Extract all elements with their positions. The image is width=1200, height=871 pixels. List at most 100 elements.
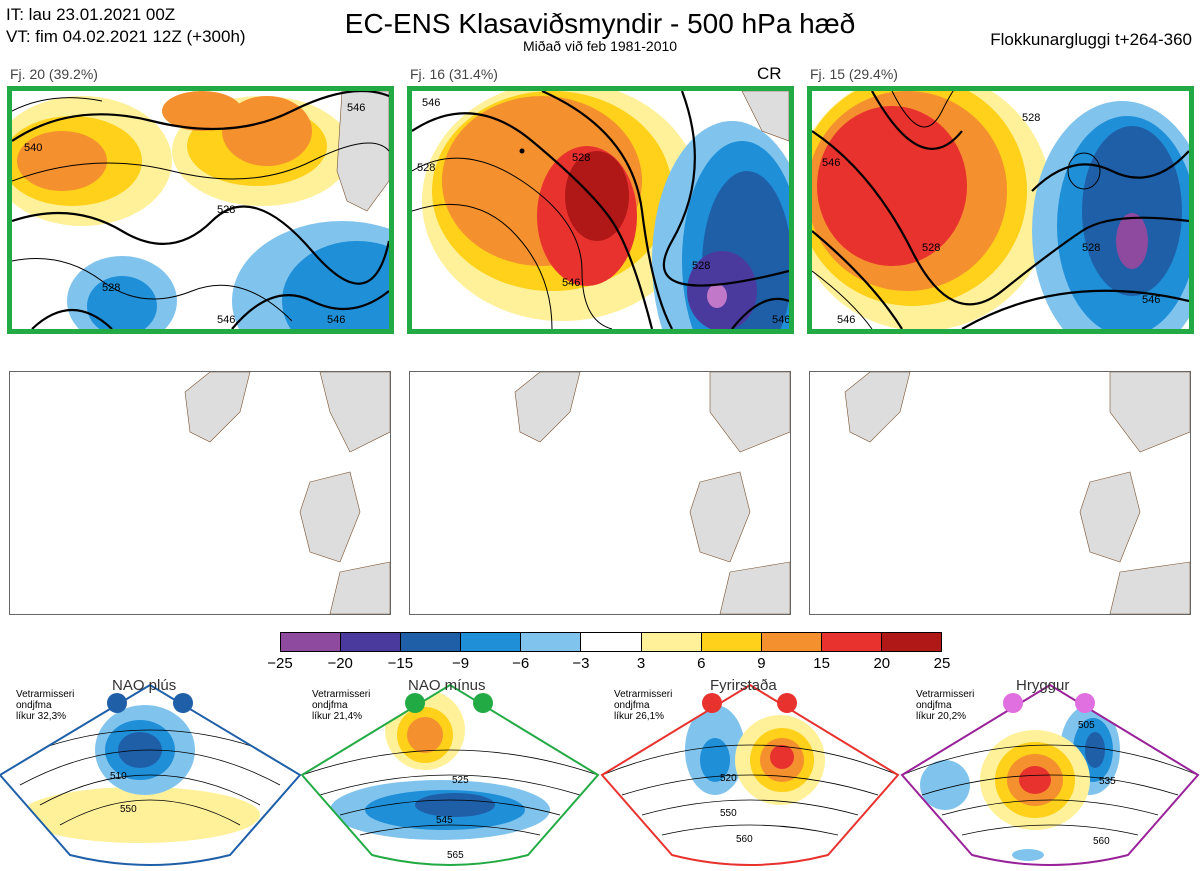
regime-1-contour-label: 550 xyxy=(120,804,137,815)
land xyxy=(741,91,789,142)
regime-2-marker-right xyxy=(473,693,493,713)
regime-3-contour-label: 550 xyxy=(720,808,737,819)
colorbar-swatch xyxy=(821,633,882,651)
contour-label: 528 xyxy=(217,204,235,216)
regime-1-note: Vetrarmisseri ondjfma líkur 32,3% xyxy=(16,689,74,722)
regime-note-line: ondjfma xyxy=(916,700,952,711)
regime-3-note: Vetrarmisseri ondjfma líkur 26,1% xyxy=(614,689,672,722)
regime-4-note: Vetrarmisseri ondjfma líkur 20,2% xyxy=(916,689,974,722)
contour-label: 528 xyxy=(922,242,940,254)
contour-label: 546 xyxy=(837,314,855,326)
cluster-1-map: 540 528 528 546 546 546 xyxy=(7,86,394,334)
contour-label: 528 xyxy=(102,282,120,294)
coastline-map xyxy=(184,372,390,614)
regime-4-contour-label: 560 xyxy=(1093,836,1110,847)
regime-note-line: Vetrarmisseri xyxy=(614,689,673,700)
regime-2-contour-label: 525 xyxy=(452,775,469,786)
anomaly-shading xyxy=(422,91,789,329)
colorbar-tick-label: 3 xyxy=(636,655,646,672)
regime-2-marker-left xyxy=(405,693,425,713)
regime-note-line: líkur 32,3% xyxy=(16,711,67,722)
regime-4-name: Hryggur xyxy=(1016,677,1070,694)
colorbar-tick-label: 20 xyxy=(873,655,891,672)
colorbar-tick-label: −3 xyxy=(572,655,590,672)
contour-label: 546 xyxy=(327,314,345,326)
contour-labels: 540 528 528 546 546 546 xyxy=(24,102,365,326)
regime-1-contour-label: 510 xyxy=(110,771,127,782)
colorbar-tick-label: 6 xyxy=(697,655,706,672)
contour-label: 528 xyxy=(572,152,590,164)
cluster-3-label: Fj. 15 (29.4%) xyxy=(810,66,898,82)
cluster-2-tag: CR xyxy=(757,64,782,83)
regime-note-line: Vetrarmisseri xyxy=(916,689,975,700)
regime-3-name: Fyrirstaða xyxy=(710,677,777,694)
contour-labels: 546 528 546 528 528 546 xyxy=(417,97,789,326)
page-title: EC-ENS Klasaviðsmyndir - 500 hPa hæð xyxy=(344,8,856,39)
height-contours xyxy=(812,91,1189,329)
colorbar-tick-label: −20 xyxy=(327,655,353,672)
init-time: IT: lau 23.01.2021 00Z xyxy=(6,5,176,24)
colorbar-tick-label: −25 xyxy=(267,655,293,672)
lower-map-3 xyxy=(809,371,1191,615)
cluster-2-map: 546 528 546 528 528 546 xyxy=(407,86,794,334)
contour-label: 546 xyxy=(772,314,789,326)
anomaly-shading xyxy=(812,91,1189,329)
contour-label: 528 xyxy=(1022,112,1040,124)
regime-note-line: Vetrarmisseri xyxy=(312,689,371,700)
colorbar-tick-label: 9 xyxy=(757,655,766,672)
regime-3-contour-label: 560 xyxy=(736,834,753,845)
height-contours xyxy=(412,91,789,329)
contour-label: 546 xyxy=(822,157,840,169)
regime-1-marker-right xyxy=(173,693,193,713)
contour-label: 528 xyxy=(417,162,435,174)
anomaly-shading xyxy=(12,91,389,329)
colorbar-tick-label: −9 xyxy=(451,655,470,672)
page-subtitle: Miðað við feb 1981-2010 xyxy=(522,38,678,54)
anomaly-colorbar xyxy=(280,632,942,652)
colorbar-ticks: −25 −20 −15 −9 −6 −3 3 6 9 15 20 25 xyxy=(267,655,958,673)
contour-label: 540 xyxy=(24,142,42,154)
colorbar-swatch xyxy=(401,633,462,651)
contour-label: 546 xyxy=(562,277,580,289)
regime-4-contour-label: 535 xyxy=(1099,776,1116,787)
contour-label: 528 xyxy=(692,260,710,272)
regime-4-marker-left xyxy=(1003,693,1023,713)
contour-label: 546 xyxy=(347,102,365,114)
colorbar-swatch xyxy=(701,633,762,651)
regime-note-line: líkur 26,1% xyxy=(614,711,665,722)
regime-fans: 510 550 525 545 565 xyxy=(0,683,1200,866)
height-contours xyxy=(12,91,389,329)
regime-2-contour-label: 545 xyxy=(436,815,453,826)
colorbar-tick-label: −15 xyxy=(387,655,414,672)
coastline-map xyxy=(844,372,1190,614)
lower-map-1 xyxy=(9,371,391,615)
regime-1-marker-left xyxy=(107,693,127,713)
regime-4-marker-right xyxy=(1075,693,1095,713)
colorbar-tick-label: 25 xyxy=(933,655,951,672)
colorbar-swatch xyxy=(761,633,822,651)
regime-strip: 510 550 525 545 565 xyxy=(0,675,1200,871)
lower-map-2 xyxy=(409,371,791,615)
land xyxy=(336,91,389,212)
colorbar-swatch xyxy=(641,633,702,651)
regime-note-line: líkur 21,4% xyxy=(312,711,363,722)
regime-2-name: NAO mínus xyxy=(408,677,486,694)
regime-4-contour-label: 505 xyxy=(1078,720,1095,731)
regime-note-line: ondjfma xyxy=(614,700,650,711)
cluster-3-map: 528 546 528 528 546 546 xyxy=(807,86,1194,334)
contour-label: 528 xyxy=(1082,242,1100,254)
regime-fan-nao-minus: 525 545 565 xyxy=(300,683,600,866)
regime-3-marker-left xyxy=(702,693,722,713)
contour-label: 546 xyxy=(422,97,440,109)
coastline-map xyxy=(514,372,790,614)
colorbar-swatch xyxy=(281,633,342,651)
regime-1-name: NAO plús xyxy=(112,677,177,694)
regime-note-line: líkur 20,2% xyxy=(916,711,967,722)
classification-window: Flokkunargluggi t+264-360 xyxy=(990,30,1192,49)
regime-3-marker-right xyxy=(777,693,797,713)
run-info: IT: lau 23.01.2021 00Z VT: fim 04.02.202… xyxy=(6,4,246,48)
regime-note-line: ondjfma xyxy=(312,700,348,711)
regime-fan-blocking: 520 550 560 xyxy=(600,683,900,866)
regime-2-contour-label: 565 xyxy=(447,850,464,861)
colorbar-swatch xyxy=(341,633,402,651)
